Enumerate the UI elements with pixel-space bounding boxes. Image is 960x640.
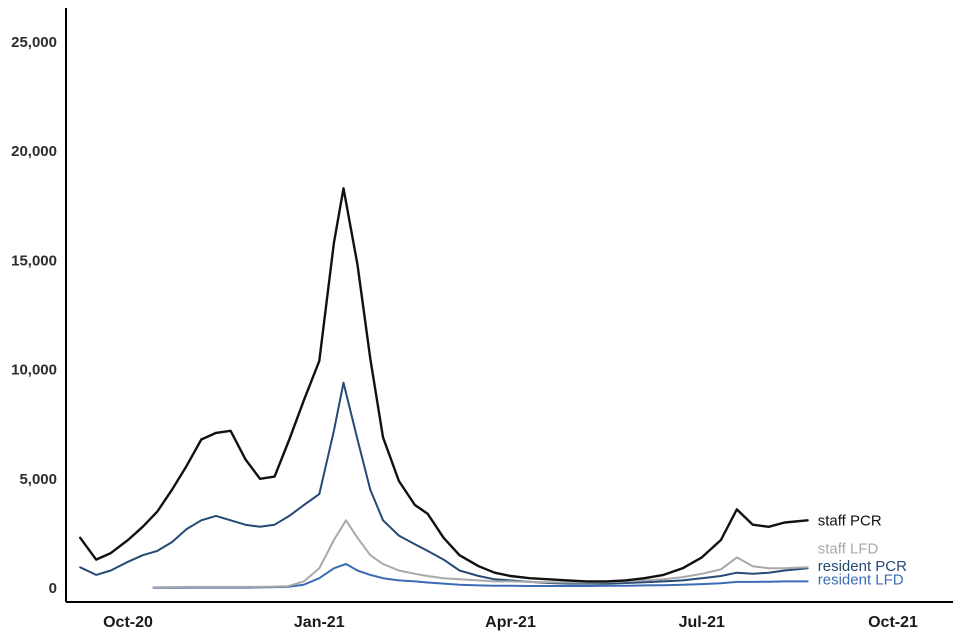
x-tick-label: Apr-21 xyxy=(485,614,536,631)
x-tick-label: Jul-21 xyxy=(679,614,725,631)
x-tick-label: Oct-20 xyxy=(103,614,153,631)
y-tick-label: 5,000 xyxy=(19,471,57,488)
series-label-resident-lfd: resident LFD xyxy=(818,572,904,589)
series-label-staff-pcr: staff PCR xyxy=(818,512,882,529)
y-tick-label: 0 xyxy=(49,580,57,597)
series-label-resident-pcr: resident PCR xyxy=(818,558,907,575)
series-line-staff-lfd xyxy=(152,519,809,589)
y-tick-label: 20,000 xyxy=(11,143,57,160)
x-tick-label: Jan-21 xyxy=(294,614,345,631)
series-label-staff-lfd: staff LFD xyxy=(818,541,879,558)
y-tick-label: 25,000 xyxy=(11,34,57,51)
series-line-staff-pcr xyxy=(78,187,809,583)
series-line-resident-pcr xyxy=(79,381,809,585)
x-tick-label: Oct-21 xyxy=(868,614,918,631)
y-tick-label: 10,000 xyxy=(11,362,57,379)
y-tick-label: 15,000 xyxy=(11,252,57,269)
